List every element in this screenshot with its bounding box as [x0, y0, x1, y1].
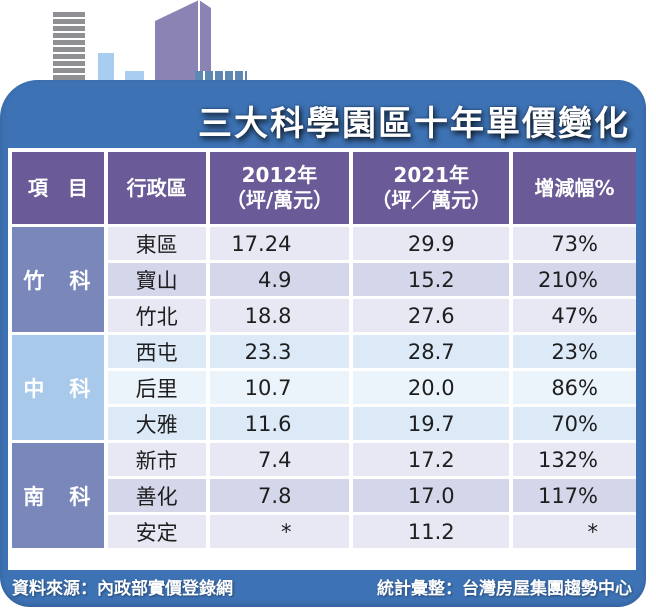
- price-2012-cell: 23.3: [209, 335, 350, 368]
- skyline-building-icon: [125, 71, 144, 82]
- price-2012-cell: 7.4: [209, 443, 350, 476]
- change-cell: 23%: [513, 335, 636, 368]
- price-2012-cell: 18.8: [209, 299, 350, 332]
- district-cell: 新市: [107, 443, 206, 476]
- table-row: 寶山 4.9 15.2 210%: [12, 263, 636, 296]
- district-cell: 大雅: [107, 407, 206, 440]
- price-2021-cell: 19.7: [353, 407, 510, 440]
- district-cell: 東區: [107, 227, 206, 260]
- change-cell: 86%: [513, 371, 636, 404]
- skyline-building-icon: [53, 12, 85, 82]
- skyline-building-icon: [98, 53, 114, 82]
- price-2021-cell: 28.7: [353, 335, 510, 368]
- price-2021-cell: 17.0: [353, 479, 510, 512]
- group-label-central: 中 科: [12, 335, 104, 440]
- price-2012-cell: 17.24: [209, 227, 350, 260]
- table-row: 中 科 西屯 23.3 28.7 23%: [12, 335, 636, 440]
- district-cell: 西屯: [107, 335, 206, 368]
- price-table-container: 項 目 行政區 2012年 （坪/萬元） 2021年 （坪／萬元） 增減幅% 竹…: [8, 148, 636, 570]
- price-2012-cell: 7.8: [209, 479, 350, 512]
- table-row: 南 科 新市 7.4 17.2 132%: [12, 443, 636, 548]
- change-cell: 210%: [513, 263, 636, 296]
- price-2021-cell: 11.2: [353, 515, 510, 548]
- table-header-row: 項 目 行政區 2012年 （坪/萬元） 2021年 （坪／萬元） 增減幅%: [12, 152, 636, 224]
- district-cell: 安定: [107, 515, 206, 548]
- district-cell: 善化: [107, 479, 206, 512]
- price-2012-cell: 11.6: [209, 407, 350, 440]
- table-row: 竹北 18.8 27.6 47%: [12, 299, 636, 332]
- price-2012-cell: *: [209, 515, 350, 548]
- header-2021-year: 2021年: [393, 163, 470, 187]
- district-cell: 后里: [107, 371, 206, 404]
- table-row: 善化 7.8 17.0 117%: [12, 479, 636, 512]
- change-cell: *: [513, 515, 636, 548]
- price-2012-cell: 4.9: [209, 263, 350, 296]
- change-cell: 70%: [513, 407, 636, 440]
- header-change: 增減幅%: [513, 152, 636, 224]
- change-cell: 132%: [513, 443, 636, 476]
- header-2021: 2021年 （坪／萬元）: [353, 152, 510, 224]
- table-row: 大雅 11.6 19.7 70%: [12, 407, 636, 440]
- district-cell: 竹北: [107, 299, 206, 332]
- district-cell: 寶山: [107, 263, 206, 296]
- price-2021-cell: 27.6: [353, 299, 510, 332]
- skyline-building-icon: [195, 71, 247, 82]
- table-row: 安定 * 11.2 *: [12, 515, 636, 548]
- table-row: 后里 10.7 20.0 86%: [12, 371, 636, 404]
- price-2021-cell: 29.9: [353, 227, 510, 260]
- compiled-by-note: 統計彙整：台灣房屋集團趨勢中心: [377, 579, 632, 599]
- footer: 資料來源：內政部實價登錄網 統計彙整：台灣房屋集團趨勢中心: [12, 574, 632, 599]
- source-note: 資料來源：內政部實價登錄網: [12, 579, 233, 599]
- change-cell: 73%: [513, 227, 636, 260]
- chart-title: 三大科學園區十年單價變化: [198, 104, 630, 144]
- skyline-tower-edge: [198, 0, 200, 82]
- header-2012-unit: （坪/萬元）: [225, 188, 334, 212]
- table-row: 竹 科 東區 17.24 29.9 73%: [12, 227, 636, 332]
- change-cell: 47%: [513, 299, 636, 332]
- group-label-hsinchu: 竹 科: [12, 227, 104, 332]
- price-2021-cell: 20.0: [353, 371, 510, 404]
- price-2012-cell: 10.7: [209, 371, 350, 404]
- price-table: 項 目 行政區 2012年 （坪/萬元） 2021年 （坪／萬元） 增減幅% 竹…: [8, 149, 640, 551]
- header-item: 項 目: [12, 152, 104, 224]
- header-2012: 2012年 （坪/萬元）: [209, 152, 350, 224]
- group-label-southern: 南 科: [12, 443, 104, 548]
- change-cell: 117%: [513, 479, 636, 512]
- skyline-tower-icon: [155, 0, 211, 82]
- price-2021-cell: 15.2: [353, 263, 510, 296]
- header-district: 行政區: [107, 152, 206, 224]
- header-2021-unit: （坪／萬元）: [371, 188, 492, 212]
- price-2021-cell: 17.2: [353, 443, 510, 476]
- header-2012-year: 2012年: [241, 163, 318, 187]
